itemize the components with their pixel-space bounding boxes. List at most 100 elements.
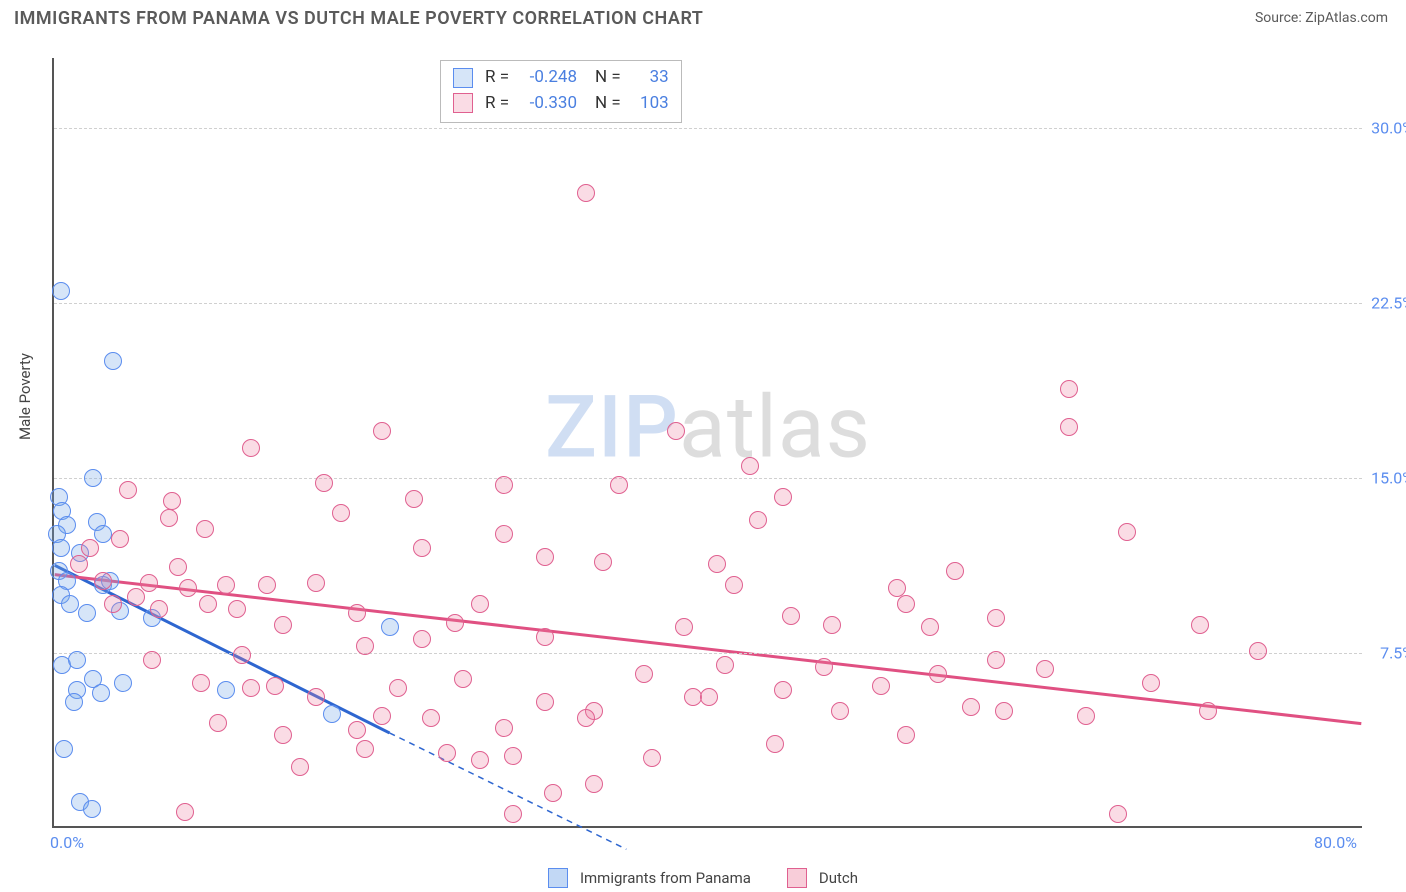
- data-point: [594, 553, 612, 571]
- data-point: [667, 422, 685, 440]
- stat-n-value: 103: [629, 91, 669, 117]
- data-point: [65, 693, 83, 711]
- legend-swatch: [787, 868, 807, 888]
- data-point: [169, 558, 187, 576]
- data-point: [946, 562, 964, 580]
- stat-n-label: N =: [595, 91, 621, 117]
- data-point: [536, 548, 554, 566]
- data-point: [471, 595, 489, 613]
- data-point: [111, 530, 129, 548]
- y-tick-label: 22.5%: [1371, 294, 1406, 313]
- data-point: [217, 681, 235, 699]
- data-point: [307, 574, 325, 592]
- data-point: [635, 665, 653, 683]
- data-point: [446, 614, 464, 632]
- data-point: [995, 702, 1013, 720]
- data-point: [70, 555, 88, 573]
- data-point: [1109, 805, 1127, 823]
- y-tick-label: 7.5%: [1380, 644, 1406, 663]
- data-point: [495, 719, 513, 737]
- data-point: [766, 735, 784, 753]
- y-tick-label: 30.0%: [1371, 119, 1406, 138]
- legend-bottom: Immigrants from PanamaDutch: [0, 868, 1406, 888]
- gridline-h: [54, 128, 1362, 129]
- legend-swatch: [548, 868, 568, 888]
- data-point: [356, 740, 374, 758]
- x-tick-label: 0.0%: [50, 833, 84, 852]
- data-point: [78, 604, 96, 622]
- data-point: [643, 749, 661, 767]
- data-point: [192, 674, 210, 692]
- data-point: [274, 616, 292, 634]
- data-point: [1118, 523, 1136, 541]
- data-point: [897, 726, 915, 744]
- data-point: [274, 726, 292, 744]
- gridline-h: [54, 303, 1362, 304]
- data-point: [104, 352, 122, 370]
- data-point: [55, 740, 73, 758]
- data-point: [749, 511, 767, 529]
- plot-area: ZIPatlas 7.5%15.0%22.5%30.0%0.0%80.0%: [52, 58, 1362, 828]
- data-point: [684, 688, 702, 706]
- data-point: [61, 595, 79, 613]
- data-point: [872, 677, 890, 695]
- data-point: [228, 600, 246, 618]
- legend-item: Immigrants from Panama: [548, 868, 751, 888]
- data-point: [52, 539, 70, 557]
- stat-r-label: R =: [485, 91, 509, 117]
- data-point: [536, 693, 554, 711]
- data-point: [179, 579, 197, 597]
- data-point: [1060, 380, 1078, 398]
- stat-r-value: -0.248: [517, 65, 577, 91]
- data-point: [1191, 616, 1209, 634]
- data-point: [1249, 642, 1267, 660]
- data-point: [1199, 702, 1217, 720]
- stats-legend-box: R =-0.248N =33R =-0.330N =103: [440, 60, 682, 123]
- stats-row: R =-0.248N =33: [453, 65, 669, 91]
- data-point: [143, 651, 161, 669]
- data-point: [150, 600, 168, 618]
- data-point: [307, 688, 325, 706]
- data-point: [504, 747, 522, 765]
- data-point: [422, 709, 440, 727]
- data-point: [104, 595, 122, 613]
- data-point: [1077, 707, 1095, 725]
- data-point: [373, 707, 391, 725]
- stats-row: R =-0.330N =103: [453, 91, 669, 117]
- source-label: Source:: [1255, 10, 1302, 26]
- chart-title: IMMIGRANTS FROM PANAMA VS DUTCH MALE POV…: [14, 8, 703, 29]
- data-point: [577, 184, 595, 202]
- data-point: [1142, 674, 1160, 692]
- legend-swatch: [453, 68, 473, 88]
- data-point: [536, 628, 554, 646]
- data-point: [610, 476, 628, 494]
- data-point: [897, 595, 915, 613]
- data-point: [81, 539, 99, 557]
- data-point: [242, 439, 260, 457]
- y-tick-label: 15.0%: [1371, 469, 1406, 488]
- data-point: [413, 539, 431, 557]
- data-point: [504, 805, 522, 823]
- data-point: [176, 803, 194, 821]
- data-point: [987, 651, 1005, 669]
- stat-n-value: 33: [629, 65, 669, 91]
- data-point: [495, 476, 513, 494]
- data-point: [1036, 660, 1054, 678]
- data-point: [471, 751, 489, 769]
- data-point: [94, 572, 112, 590]
- data-point: [716, 656, 734, 674]
- data-point: [163, 492, 181, 510]
- data-point: [413, 630, 431, 648]
- stat-n-label: N =: [595, 65, 621, 91]
- chart-container: IMMIGRANTS FROM PANAMA VS DUTCH MALE POV…: [0, 0, 1406, 892]
- data-point: [119, 481, 137, 499]
- data-point: [242, 679, 260, 697]
- data-point: [675, 618, 693, 636]
- data-point: [323, 705, 341, 723]
- data-point: [438, 744, 456, 762]
- data-point: [708, 555, 726, 573]
- data-point: [921, 618, 939, 636]
- data-point: [700, 688, 718, 706]
- data-point: [233, 646, 251, 664]
- source-name: ZipAtlas.com: [1305, 10, 1388, 26]
